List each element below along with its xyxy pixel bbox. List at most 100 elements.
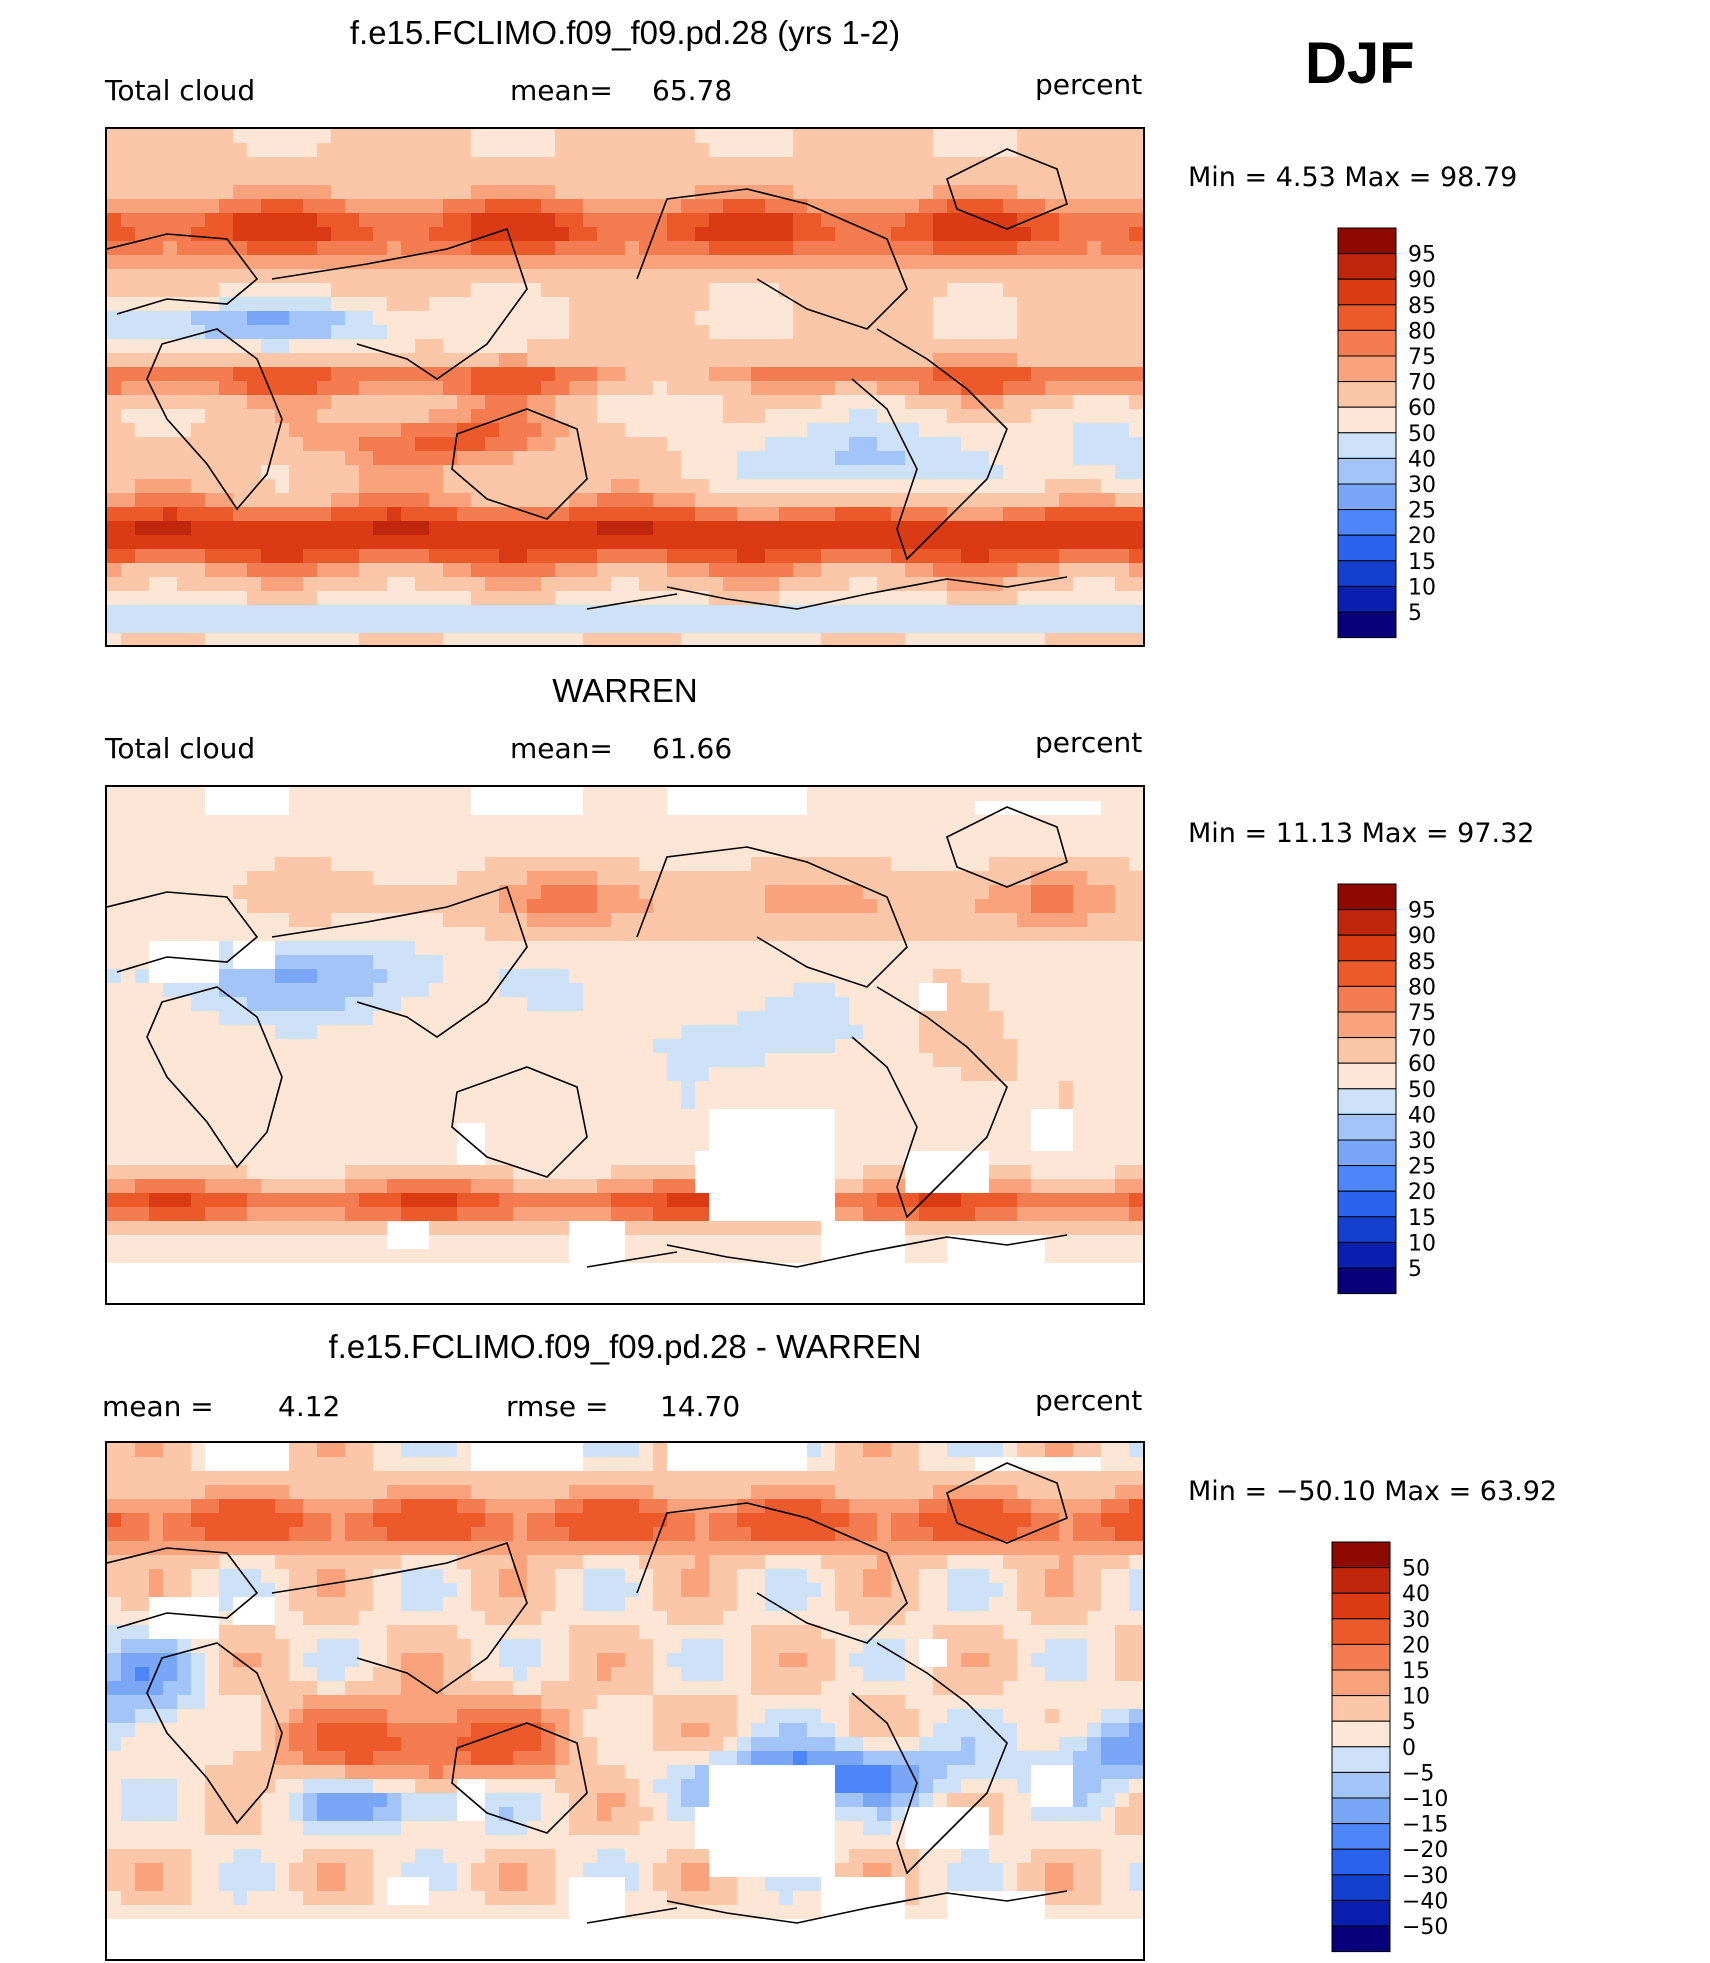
colorbar-tick-label: 90: [1408, 924, 1436, 949]
colorbar-tick-label: −5: [1402, 1761, 1434, 1786]
colorbar-tick-label: 10: [1408, 575, 1436, 600]
colorbar-tick-label: 90: [1408, 268, 1436, 293]
panel-2-units: percent: [1035, 726, 1143, 759]
coastlines: [107, 148, 1068, 610]
colorbar-tick-label: 20: [1402, 1633, 1430, 1658]
panel-3-mean-label: mean =: [102, 1390, 214, 1423]
colorbar-swatch: [1331, 1567, 1391, 1594]
colorbar-swatch: [1331, 1720, 1391, 1748]
map-field-cells: [107, 787, 1143, 1303]
panel-1-colorbar: 95 90 85 80 75 70 60 50 40 30 25 20 15 10 5: [1337, 227, 1458, 640]
coastlines: [107, 1462, 1068, 1924]
colorbar-swatch: [1337, 534, 1397, 562]
panel-3-map-field: [107, 1443, 1143, 1959]
colorbar-tick-label: 40: [1402, 1582, 1430, 1607]
colorbar-swatch: [1337, 1113, 1397, 1141]
colorbar-tick-label: −40: [1402, 1889, 1448, 1914]
panel-2-mean-label: mean=: [510, 732, 613, 765]
panel-1-mean-label: mean=: [510, 74, 613, 107]
colorbar-swatch: [1337, 1139, 1397, 1167]
colorbar-swatch: [1331, 1848, 1391, 1876]
colorbar-swatch: [1337, 406, 1397, 434]
colorbar-swatch: [1331, 1823, 1391, 1850]
colorbar-tick-label: 20: [1408, 524, 1436, 549]
colorbar-swatch: [1331, 1643, 1391, 1671]
panel-2-title: WARREN: [552, 672, 698, 709]
panel-1-mean-value: 65.78: [652, 74, 733, 107]
panel-1-title: f.e15.FCLIMO.f09_f09.pd.28 (yrs 1-2): [349, 14, 901, 51]
colorbar-tick-label: 85: [1408, 294, 1436, 319]
colorbar-swatch: [1337, 1241, 1397, 1269]
colorbar-swatch: [1331, 1541, 1391, 1569]
colorbar-swatch: [1331, 1669, 1391, 1697]
colorbar-tick-label: 40: [1408, 1103, 1436, 1128]
colorbar-tick-label: −20: [1402, 1838, 1448, 1863]
colorbar-swatch: [1331, 1592, 1391, 1620]
colorbar-swatch: [1337, 1165, 1397, 1192]
colorbar-swatch: [1331, 1874, 1391, 1901]
colorbar-tick-label: 20: [1408, 1180, 1436, 1205]
colorbar-tick-label: 15: [1408, 550, 1436, 575]
colorbar-swatch: [1337, 509, 1397, 536]
colorbar-swatch: [1337, 585, 1397, 613]
colorbar-swatch: [1337, 227, 1397, 255]
colorbar-swatch: [1337, 960, 1397, 987]
colorbar-swatch: [1337, 1062, 1397, 1090]
colorbar-tick-label: 50: [1402, 1557, 1430, 1582]
colorbar-tick-label: 0: [1402, 1736, 1416, 1761]
colorbar-tick-label: −10: [1402, 1787, 1448, 1812]
colorbar-swatch: [1337, 355, 1397, 383]
colorbar-swatch: [1337, 560, 1397, 587]
colorbar-tick-label: 40: [1408, 447, 1436, 472]
colorbar-swatch: [1337, 457, 1397, 485]
colorbar-swatch: [1337, 1190, 1397, 1218]
panel-3-units: percent: [1035, 1384, 1143, 1417]
panel-1-variable-label: Total cloud: [105, 74, 256, 107]
colorbar-tick-label: 80: [1408, 319, 1436, 344]
colorbar-tick-label: −30: [1402, 1864, 1448, 1889]
colorbar-swatch: [1331, 1797, 1391, 1825]
colorbar-swatch: [1331, 1771, 1391, 1799]
colorbar-tick-label: 50: [1408, 1078, 1436, 1103]
panel-3-colorbar: 50 40 30 20 15 10 5 0 −5 −10 −15 −20 −30 −40 −50: [1331, 1541, 1452, 1954]
colorbar-swatch: [1337, 1088, 1397, 1115]
colorbar-swatch: [1337, 381, 1397, 408]
map-field-cells: [107, 129, 1143, 645]
colorbar-tick-label: −50: [1402, 1915, 1448, 1940]
season-label: DJF: [1305, 31, 1415, 96]
colorbar-tick-label: −15: [1402, 1813, 1448, 1838]
colorbar-swatch: [1337, 1267, 1397, 1295]
colorbar-swatch: [1331, 1618, 1391, 1645]
colorbar-swatch: [1337, 1216, 1397, 1243]
colorbar-tick-label: 5: [1408, 1257, 1422, 1282]
panel-2-variable-label: Total cloud: [105, 732, 256, 765]
panel-2-map-field: [107, 787, 1143, 1303]
colorbar-tick-label: 15: [1402, 1659, 1430, 1684]
colorbar-tick-label: 95: [1408, 899, 1436, 924]
colorbar-swatch: [1337, 985, 1397, 1013]
panel-3-rmse-label: rmse =: [506, 1390, 609, 1423]
colorbar-swatch: [1337, 611, 1397, 639]
colorbar-tick-label: 5: [1402, 1710, 1416, 1735]
colorbar-swatch: [1337, 329, 1397, 357]
colorbar-tick-label: 10: [1402, 1685, 1430, 1710]
colorbar-tick-label: 30: [1408, 473, 1436, 498]
panel-3-title: f.e15.FCLIMO.f09_f09.pd.28 - WARREN: [328, 1328, 922, 1365]
panel-3-rmse-value: 14.70: [660, 1390, 741, 1423]
colorbar-tick-label: 80: [1408, 975, 1436, 1000]
colorbar-swatch: [1337, 1037, 1397, 1064]
colorbar-tick-label: 75: [1408, 1001, 1436, 1026]
colorbar-tick-label: 30: [1408, 1129, 1436, 1154]
colorbar-swatch: [1337, 304, 1397, 331]
panel-3-map: [105, 1441, 1145, 1961]
colorbar-tick-label: 70: [1408, 371, 1436, 396]
panel-2-mean-value: 61.66: [652, 732, 733, 765]
colorbar-tick-label: 30: [1402, 1608, 1430, 1633]
panel-1-minmax: Min = 4.53 Max = 98.79: [1188, 162, 1518, 193]
panel-1-map: [105, 127, 1145, 647]
colorbar-swatch: [1337, 483, 1397, 511]
panel-3-minmax: Min = −50.10 Max = 63.92: [1188, 1476, 1558, 1507]
map-field-cells: [107, 1443, 1143, 1959]
colorbar-swatch: [1337, 432, 1397, 459]
colorbar-swatch: [1331, 1746, 1391, 1773]
